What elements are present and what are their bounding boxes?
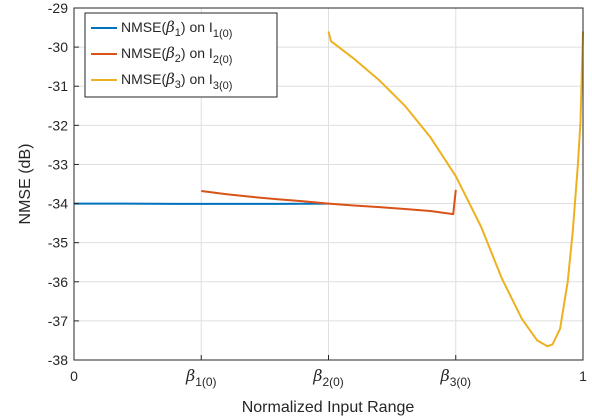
y-tick-label: -29 <box>48 0 68 16</box>
x-axis-label: Normalized Input Range <box>242 399 415 416</box>
legend-entry-2: NMSE(β2) on I2(0) <box>121 44 232 66</box>
x-tick-label: 0 <box>70 368 78 384</box>
y-tick-label: -36 <box>48 274 68 290</box>
series-lines <box>74 31 584 348</box>
y-tick-label: -37 <box>48 313 68 329</box>
y-tick-label: -32 <box>48 117 68 133</box>
y-tick-label: -31 <box>48 78 68 94</box>
y-tick-label: -33 <box>48 156 68 172</box>
y-tick-label: -35 <box>48 235 68 251</box>
x-tick-label: β3(0) <box>439 366 471 389</box>
legend-entry-1: NMSE(β1) on I1(0) <box>121 18 232 40</box>
x-tick-label: β2(0) <box>312 366 344 389</box>
y-tick-label: -34 <box>48 196 68 212</box>
legend: NMSE(β1) on I1(0) NMSE(β2) on I2(0) NMSE(β… <box>84 12 278 98</box>
x-axis-ticks: 0 β1(0) β2(0) β3(0) 1 <box>70 355 587 389</box>
y-tick-label: -38 <box>48 352 68 368</box>
series-line-2 <box>201 189 457 216</box>
x-tick-label: β1(0) <box>185 366 217 389</box>
x-tick-label: 1 <box>579 368 587 384</box>
y-axis-label: NMSE (dB) <box>17 144 34 225</box>
y-axis-ticks: -29 -30 -31 -32 -33 -34 -35 -36 -37 -38 <box>48 0 79 368</box>
legend-entry-3: NMSE(β3) on I3(0) <box>121 70 232 92</box>
y-tick-label: -30 <box>48 39 68 55</box>
series-line-3 <box>327 31 584 348</box>
